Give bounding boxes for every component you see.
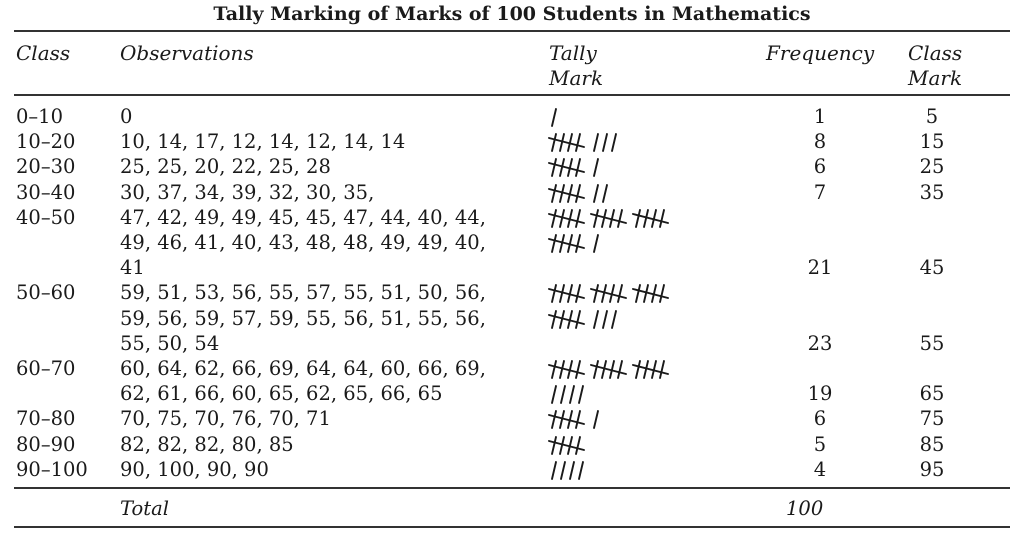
- class-interval: 70–80: [16, 407, 76, 431]
- class-interval: 0–10: [16, 105, 63, 128]
- tally-mark-icon: [551, 460, 584, 480]
- tally-mark-icon: [548, 158, 599, 178]
- tally-mark-icon: [551, 108, 557, 127]
- class-interval: 80–90: [16, 432, 76, 456]
- tally-mark-icon: [548, 208, 669, 228]
- header-tally-line1: Tally: [549, 41, 597, 65]
- frequency-value: 4: [813, 457, 827, 481]
- observations-line: 82, 82, 82, 80, 85: [120, 432, 294, 456]
- class-mark-value: 45: [919, 256, 945, 280]
- header-classmark-line1: Class: [908, 41, 963, 65]
- header-tally-mark: Tally Mark: [549, 41, 603, 91]
- observations-line: 62, 61, 66, 60, 65, 62, 65, 66, 65: [120, 382, 443, 406]
- observations-line: 30, 37, 34, 39, 32, 30, 35,: [120, 180, 375, 204]
- tally-mark-icon: [548, 435, 585, 455]
- total-label: Total: [120, 497, 169, 520]
- class-mark-value: 95: [919, 457, 945, 481]
- observations-line: 59, 51, 53, 56, 55, 57, 55, 51, 50, 56,: [120, 281, 486, 305]
- class-interval: 40–50: [16, 205, 76, 229]
- class-mark-value: 35: [919, 180, 945, 204]
- class-interval: 10–20: [16, 130, 76, 154]
- class-mark-value: 15: [919, 130, 945, 154]
- class-mark-value: 65: [919, 382, 945, 406]
- header-classmark-line2: Mark: [908, 66, 963, 90]
- table-title: Tally Marking of Marks of 100 Students i…: [213, 3, 811, 25]
- top-rule: [14, 30, 1010, 32]
- observations-line: 90, 100, 90, 90: [120, 457, 269, 481]
- class-mark-value: 25: [919, 155, 945, 179]
- class-interval: 90–100: [16, 457, 88, 481]
- observations-line: 59, 56, 59, 57, 59, 55, 56, 51, 55, 56,: [120, 306, 486, 330]
- observations-line: 0: [120, 105, 133, 128]
- frequency-value: 23: [807, 331, 833, 355]
- header-frequency: Frequency: [766, 41, 875, 65]
- class-interval: 60–70: [16, 357, 76, 380]
- observations-line: 60, 64, 62, 66, 69, 64, 64, 60, 66, 69,: [120, 357, 486, 380]
- tally-mark-icon: [548, 360, 669, 379]
- tally-mark-icon: [548, 183, 608, 203]
- bottom-rule: [14, 526, 1010, 528]
- observations-line: 47, 42, 49, 49, 45, 45, 47, 44, 40, 44,: [120, 205, 486, 229]
- tally-mark-icon: [548, 133, 617, 153]
- tally-mark-icon: [548, 284, 669, 304]
- header-class-mark: Class Mark: [908, 41, 962, 91]
- total-rule: [14, 487, 1010, 489]
- observations-line: 10, 14, 17, 12, 14, 12, 14, 14: [120, 130, 406, 154]
- frequency-value: 19: [807, 382, 833, 406]
- header-class: Class: [16, 41, 71, 65]
- total-value: 100: [786, 497, 824, 520]
- class-mark-value: 75: [919, 407, 945, 431]
- tally-mark-icon: [551, 385, 584, 405]
- frequency-value: 5: [813, 432, 827, 456]
- observations-line: 41: [120, 256, 145, 280]
- class-interval: 30–40: [16, 180, 76, 204]
- frequency-value: 8: [813, 130, 827, 154]
- class-mark-value: 5: [925, 105, 939, 128]
- tally-mark-icon: [548, 234, 599, 253]
- header-tally-line2: Mark: [549, 66, 604, 90]
- observations-line: 70, 75, 70, 76, 70, 71: [120, 407, 331, 431]
- frequency-value: 7: [813, 180, 827, 204]
- class-interval: 20–30: [16, 155, 76, 179]
- tally-mark-icon: [548, 309, 617, 329]
- header-observations: Observations: [120, 41, 254, 65]
- frequency-value: 6: [813, 155, 827, 179]
- tally-mark-icon: [548, 410, 599, 430]
- frequency-value: 6: [813, 407, 827, 431]
- class-mark-value: 55: [919, 331, 945, 355]
- observations-line: 49, 46, 41, 40, 43, 48, 48, 49, 49, 40,: [120, 231, 486, 254]
- observations-line: 25, 25, 20, 22, 25, 28: [120, 155, 331, 179]
- class-interval: 50–60: [16, 281, 76, 305]
- header-rule: [14, 94, 1010, 96]
- frequency-value: 21: [807, 256, 833, 280]
- frequency-value: 1: [813, 105, 827, 128]
- observations-line: 55, 50, 54: [120, 331, 220, 355]
- class-mark-value: 85: [919, 432, 945, 456]
